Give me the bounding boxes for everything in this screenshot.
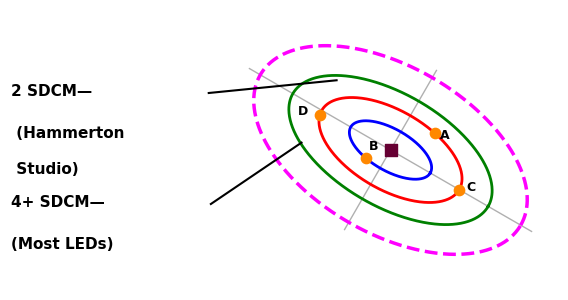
Text: 4+ SDCM—: 4+ SDCM— bbox=[11, 195, 105, 210]
Text: Studio): Studio) bbox=[11, 162, 78, 177]
Point bbox=[315, 113, 324, 118]
Text: (Hammerton: (Hammerton bbox=[11, 126, 124, 141]
Text: D: D bbox=[298, 106, 308, 118]
Text: C: C bbox=[466, 181, 475, 194]
Point bbox=[454, 187, 463, 192]
Point bbox=[361, 156, 370, 161]
Point bbox=[430, 130, 439, 135]
Point bbox=[386, 148, 395, 152]
Text: A: A bbox=[440, 129, 450, 142]
Text: (Most LEDs): (Most LEDs) bbox=[11, 237, 113, 252]
Text: B: B bbox=[369, 140, 378, 153]
Text: 2 SDCM—: 2 SDCM— bbox=[11, 84, 92, 99]
